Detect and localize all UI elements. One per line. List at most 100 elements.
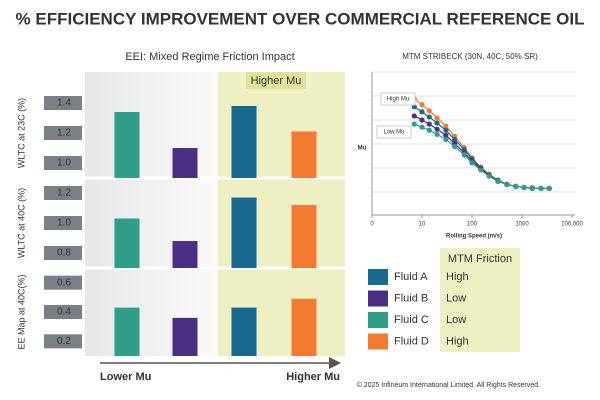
y-axis-label: WLTC at 23C (%) [16,98,26,168]
series-point [434,115,440,121]
series-line [413,115,550,190]
y-tick-label: 1.0 [57,218,71,229]
y-axis-label: Mu [358,146,367,152]
legend-swatch [368,333,388,350]
legend-column-bg [440,248,520,352]
x-tick-label: 1000 [515,222,529,228]
tick-label-bg [44,246,82,260]
legend-friction: High [446,335,469,347]
series-point [521,184,527,191]
bar [291,298,317,356]
series-line [414,123,550,190]
annotation: High Mu [387,97,409,103]
legend-swatch [368,312,388,328]
bar [114,218,140,268]
series-point [443,132,449,138]
tick-label-bg [44,186,82,200]
series-point [478,167,484,173]
page-title: % EFFICIENCY IMPROVEMENT OVER COMMERCIAL… [16,9,585,28]
series-point [461,152,467,158]
arrow-left-label: Lower Mu [100,371,151,383]
series-line [413,106,550,190]
legend-friction: Low [446,314,466,326]
series-point [434,131,440,137]
bar [291,205,317,268]
series-point [452,143,458,150]
legend-name: Fluid D [394,335,429,347]
legend-name: Fluid B [394,292,428,304]
y-tick-label: 0.6 [57,277,71,288]
bar [231,106,257,178]
y-tick-label: 1.4 [57,98,71,109]
bar [231,197,257,268]
series-point [426,127,432,133]
series-point [486,173,492,179]
y-tick-label: 0.8 [57,248,71,259]
low-mu-background [85,72,218,356]
bar [291,131,317,178]
y-tick-label: 1.2 [57,128,71,139]
bar [231,307,257,356]
tick-label-bg [44,275,82,290]
y-tick-label: 0.4 [57,307,71,318]
series-point [443,123,449,129]
annotation-bg [376,125,412,139]
legend-name: Fluid A [394,271,428,283]
tick-label-bg [44,126,82,140]
x-tick-label: 100 [467,222,478,228]
tick-label-bg [44,96,82,110]
series-point [419,102,425,108]
bar [172,148,198,178]
legend-friction: Low [446,292,466,304]
band-label: Higher Mu [251,75,302,87]
legend-swatch [368,290,388,307]
x-tick-label: 0 [370,222,374,228]
series-point [495,178,501,184]
series-point [411,121,417,127]
series-point [504,181,510,187]
copyright: © 2025 Infineum International Limited. A… [357,381,540,389]
series-point [546,185,552,192]
tick-label-bg [44,305,82,319]
series-point [411,113,417,119]
arrow-right-label: Higher Mu [286,371,340,383]
series-point [419,117,425,123]
series-point [452,136,458,143]
x-axis-label: Rolling Speed (m/s) [446,234,502,240]
series-point [426,114,432,120]
legend-header: MTM Friction [448,253,512,265]
y-tick-label: 1.0 [57,158,71,169]
series-point [469,160,475,166]
bar [114,307,140,356]
series-point [443,136,449,143]
y-tick-label: 0.2 [57,336,71,347]
series-point [426,108,432,114]
series-point [513,183,519,189]
series-point [419,109,425,115]
annotation: Low Mu [383,130,404,136]
legend-swatch [368,269,388,285]
series-point [434,120,440,126]
legend-name: Fluid C [394,314,429,326]
y-tick-label: 1.2 [57,188,71,199]
series-point [443,127,449,133]
series-point [419,124,425,130]
bar [172,241,198,268]
chart-title: MTM STRIBECK (30N, 40C, 50% SR) [402,52,538,61]
band-label-box [246,72,306,89]
tick-label-bg [44,156,82,170]
chart-title: EEI: Mixed Regime Friction Impact [125,51,294,63]
bar [114,112,140,178]
series-point [538,185,544,192]
legend-friction: High [446,271,469,283]
tick-label-bg [44,216,82,230]
annotation-bg [380,92,416,106]
bar [172,317,198,356]
series-point [529,185,535,192]
tick-label-bg [44,334,82,349]
x-tick-label: 10 [419,222,426,228]
x-tick-label: 100,000 [561,222,583,228]
series-point [426,121,432,127]
series-point [434,126,440,132]
